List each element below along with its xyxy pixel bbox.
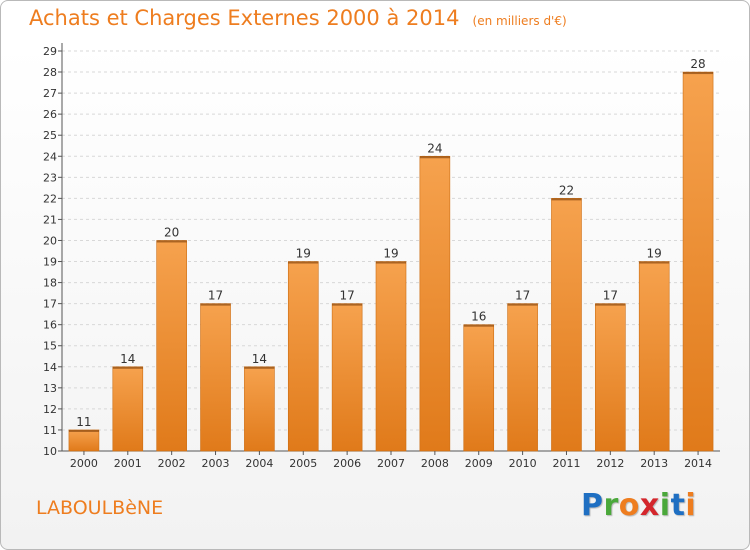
x-tick-label: 2003 xyxy=(202,457,230,470)
y-tick-label: 26 xyxy=(43,108,57,121)
bar-value-label: 19 xyxy=(647,247,662,261)
bar xyxy=(287,261,319,452)
y-tick-label: 12 xyxy=(43,403,57,416)
logo-letter: x xyxy=(639,488,660,523)
bar xyxy=(200,303,231,452)
bar-top-edge xyxy=(68,429,99,432)
bar-value-label: 19 xyxy=(383,247,398,261)
bar xyxy=(463,324,495,452)
bar-value-label: 28 xyxy=(690,57,705,71)
x-tick-label: 2010 xyxy=(509,457,537,470)
y-tick-label: 14 xyxy=(43,361,57,374)
bar xyxy=(112,366,144,452)
logo-letter: o xyxy=(618,488,640,523)
y-tick-label: 18 xyxy=(43,277,57,290)
bar-value-label: 19 xyxy=(296,247,311,261)
bar xyxy=(682,71,714,452)
logo-letter: t xyxy=(670,488,686,523)
bar-top-edge xyxy=(112,366,143,369)
bar-value-label: 16 xyxy=(471,310,486,324)
y-tick-label: 29 xyxy=(43,45,57,58)
bar-value-label: 17 xyxy=(603,289,618,303)
y-tick-label: 28 xyxy=(43,66,57,79)
bar-value-label: 24 xyxy=(427,141,442,155)
bar xyxy=(244,366,275,452)
bar-top-edge xyxy=(288,261,319,264)
bar-value-label: 14 xyxy=(252,352,267,366)
bar-value-label: 11 xyxy=(76,415,91,429)
bar-value-label: 17 xyxy=(208,289,223,303)
x-tick-label: 2013 xyxy=(640,457,668,470)
bar-top-edge xyxy=(507,303,538,306)
bar-value-label: 14 xyxy=(120,352,135,366)
bar xyxy=(638,261,670,452)
y-tick-label: 17 xyxy=(43,298,57,311)
bar-top-edge xyxy=(332,303,363,306)
logo-letter: P xyxy=(581,488,604,523)
y-tick-label: 22 xyxy=(43,192,57,205)
bar xyxy=(595,303,626,452)
x-tick-label: 2002 xyxy=(158,457,186,470)
y-tick-label: 15 xyxy=(43,340,57,353)
y-tick-label: 24 xyxy=(43,150,57,163)
x-tick-label: 2000 xyxy=(70,457,98,470)
bar-top-edge xyxy=(156,240,187,243)
x-tick-label: 2014 xyxy=(684,457,712,470)
x-tick-label: 2006 xyxy=(333,457,361,470)
y-tick-label: 21 xyxy=(43,213,57,226)
bar-value-label: 17 xyxy=(515,289,530,303)
x-tick-label: 2007 xyxy=(377,457,405,470)
y-tick-label: 11 xyxy=(43,424,57,437)
bar xyxy=(375,261,407,452)
bar-top-edge xyxy=(244,366,275,369)
x-tick-label: 2005 xyxy=(289,457,317,470)
y-tick-label: 10 xyxy=(43,445,57,458)
bar-value-label: 20 xyxy=(164,225,179,239)
logo-letter: r xyxy=(603,488,619,523)
bar xyxy=(419,155,451,452)
commune-name: LABOULBèNE xyxy=(36,497,164,519)
chart-title-unit: (en milliers d'€) xyxy=(472,14,567,28)
y-tick-label: 23 xyxy=(43,171,57,184)
bar xyxy=(507,303,538,452)
chart-title-main: Achats et Charges Externes 2000 à 2014 xyxy=(29,6,460,30)
proxiti-logo: Proxiti xyxy=(581,488,696,523)
y-tick-label: 13 xyxy=(43,382,57,395)
bar-value-label: 22 xyxy=(559,183,574,197)
bar xyxy=(156,240,187,452)
y-tick-label: 19 xyxy=(43,256,57,269)
x-tick-label: 2012 xyxy=(596,457,624,470)
logo-letter: i xyxy=(659,488,671,523)
y-tick-label: 27 xyxy=(43,87,57,100)
bar-top-edge xyxy=(639,261,670,264)
bar-top-edge xyxy=(376,261,406,264)
x-tick-label: 2001 xyxy=(114,457,142,470)
bar-value-label: 17 xyxy=(339,289,354,303)
bar-top-edge xyxy=(419,156,450,159)
bar xyxy=(331,303,363,452)
x-tick-label: 2008 xyxy=(421,457,449,470)
x-tick-label: 2011 xyxy=(552,457,580,470)
chart-title: Achats et Charges Externes 2000 à 2014 (… xyxy=(29,6,567,30)
bar-top-edge xyxy=(551,198,582,201)
y-tick-label: 25 xyxy=(43,129,57,142)
logo-letter: i xyxy=(685,488,697,523)
x-tick-label: 2004 xyxy=(245,457,273,470)
bar-top-edge xyxy=(200,303,231,306)
bar-top-edge xyxy=(595,303,626,306)
y-tick-label: 20 xyxy=(43,234,57,247)
x-tick-label: 2009 xyxy=(465,457,493,470)
bar xyxy=(551,198,582,452)
bar xyxy=(68,429,100,452)
bar-top-edge xyxy=(683,72,714,75)
bar-top-edge xyxy=(463,324,494,327)
y-tick-label: 16 xyxy=(43,319,57,332)
